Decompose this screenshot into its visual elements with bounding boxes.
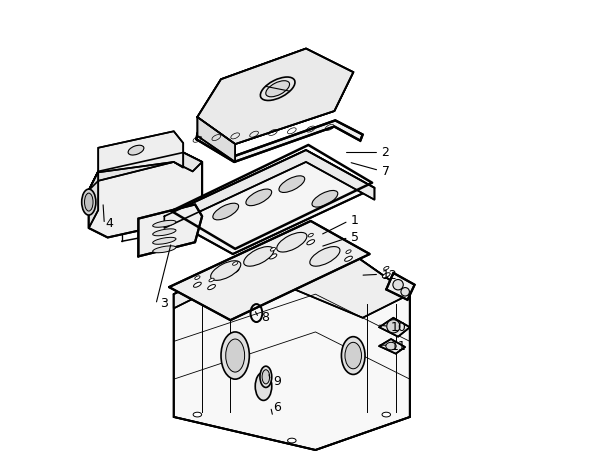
Ellipse shape [387,320,400,333]
Ellipse shape [242,253,275,274]
Polygon shape [379,318,410,337]
Ellipse shape [247,256,271,271]
Ellipse shape [260,77,295,101]
Polygon shape [89,152,202,238]
Text: 9: 9 [273,375,281,388]
Ellipse shape [209,267,242,288]
Ellipse shape [345,342,362,369]
Text: 12: 12 [381,269,397,282]
Ellipse shape [384,266,389,270]
Polygon shape [386,273,414,300]
Ellipse shape [244,247,274,266]
Ellipse shape [209,278,214,282]
Ellipse shape [193,412,201,417]
Polygon shape [165,150,375,254]
Ellipse shape [401,287,409,296]
Polygon shape [174,228,410,450]
Polygon shape [98,131,183,172]
Ellipse shape [280,242,304,257]
Text: 1: 1 [351,215,359,228]
Text: 11: 11 [391,340,407,352]
Ellipse shape [213,203,239,220]
Ellipse shape [153,229,176,236]
Ellipse shape [211,261,241,280]
Polygon shape [169,221,370,320]
Ellipse shape [277,232,307,252]
Ellipse shape [128,145,144,155]
Text: 7: 7 [381,165,390,178]
Ellipse shape [226,339,245,372]
Ellipse shape [266,81,289,97]
Ellipse shape [262,370,270,384]
Ellipse shape [193,282,201,287]
Ellipse shape [153,246,176,253]
Ellipse shape [382,273,390,278]
Ellipse shape [84,193,93,211]
Ellipse shape [271,247,275,251]
Ellipse shape [275,239,308,260]
Ellipse shape [345,256,353,261]
Ellipse shape [308,253,341,274]
Polygon shape [379,339,405,354]
Ellipse shape [288,438,296,443]
Polygon shape [198,48,353,144]
Ellipse shape [81,189,96,215]
Ellipse shape [313,256,337,271]
Text: 2: 2 [381,146,389,159]
Text: 5: 5 [351,231,359,244]
Ellipse shape [386,342,396,350]
Ellipse shape [382,412,390,417]
Ellipse shape [207,285,215,290]
Ellipse shape [214,270,237,285]
Ellipse shape [310,247,340,266]
Polygon shape [198,117,235,162]
Ellipse shape [195,276,200,279]
Ellipse shape [307,240,315,245]
Ellipse shape [279,176,305,192]
Ellipse shape [341,337,365,374]
Ellipse shape [231,268,239,273]
Ellipse shape [346,250,351,254]
Polygon shape [165,150,375,228]
Ellipse shape [153,238,176,244]
Polygon shape [196,120,363,162]
Ellipse shape [312,190,338,207]
Ellipse shape [246,189,272,206]
Ellipse shape [260,366,272,388]
Text: 4: 4 [105,217,113,230]
Polygon shape [174,228,410,318]
Polygon shape [89,171,98,228]
Ellipse shape [308,233,313,237]
Text: 8: 8 [261,311,269,324]
Polygon shape [138,204,202,256]
Text: 10: 10 [391,321,407,334]
Ellipse shape [393,279,403,290]
Text: 3: 3 [160,297,168,310]
Ellipse shape [221,332,249,379]
Text: 6: 6 [273,401,281,414]
Polygon shape [89,152,202,190]
Ellipse shape [153,220,176,227]
Ellipse shape [233,262,238,265]
Ellipse shape [269,254,277,259]
Polygon shape [198,48,353,144]
Ellipse shape [255,372,272,400]
